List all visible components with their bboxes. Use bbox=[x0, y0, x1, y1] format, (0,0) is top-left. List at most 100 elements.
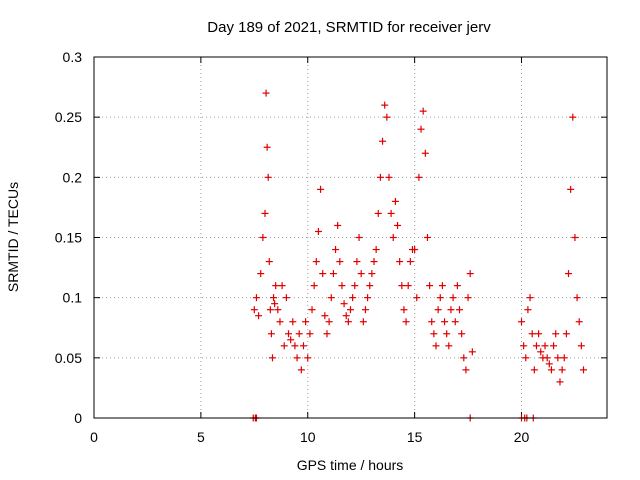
data-point bbox=[252, 294, 260, 302]
data-point bbox=[342, 312, 350, 320]
data-point bbox=[560, 354, 568, 362]
data-point bbox=[556, 378, 564, 386]
y-tick-label: 0.1 bbox=[63, 290, 83, 306]
data-point bbox=[453, 282, 461, 290]
data-point bbox=[291, 342, 299, 350]
data-point bbox=[370, 258, 378, 266]
data-point bbox=[325, 318, 333, 326]
y-tick-label: 0 bbox=[74, 410, 82, 426]
data-point bbox=[366, 282, 374, 290]
data-point bbox=[376, 173, 384, 181]
data-point bbox=[449, 294, 457, 302]
data-point bbox=[319, 270, 327, 278]
data-point bbox=[419, 107, 427, 115]
data-point bbox=[272, 282, 280, 290]
data-point bbox=[577, 342, 585, 350]
data-point bbox=[368, 270, 376, 278]
data-point bbox=[532, 342, 540, 350]
data-point bbox=[518, 318, 525, 326]
data-point bbox=[402, 318, 410, 326]
data-point bbox=[274, 306, 282, 314]
data-point bbox=[282, 294, 290, 302]
data-point bbox=[361, 306, 369, 314]
y-tick-label: 0.3 bbox=[63, 49, 83, 65]
data-point bbox=[308, 306, 316, 314]
data-point bbox=[441, 318, 449, 326]
data-point bbox=[565, 270, 573, 278]
data-point bbox=[293, 354, 301, 362]
data-point bbox=[385, 173, 393, 181]
data-point bbox=[396, 258, 404, 266]
data-point bbox=[530, 366, 538, 374]
data-point bbox=[280, 342, 288, 350]
data-point bbox=[265, 258, 273, 266]
data-point bbox=[321, 312, 329, 320]
data-point bbox=[464, 294, 472, 302]
data-point bbox=[528, 330, 536, 338]
data-point bbox=[351, 282, 359, 290]
data-point bbox=[372, 246, 380, 254]
data-point bbox=[394, 221, 402, 229]
data-point bbox=[314, 227, 322, 235]
data-point bbox=[266, 306, 274, 314]
data-point bbox=[285, 330, 293, 338]
data-point bbox=[417, 125, 425, 133]
x-tick-label: 20 bbox=[514, 429, 530, 445]
data-point bbox=[436, 294, 444, 302]
y-axis-label: SRMTID / TECUs bbox=[5, 182, 21, 292]
data-point bbox=[545, 360, 553, 368]
data-point bbox=[250, 306, 258, 314]
data-point bbox=[317, 185, 325, 193]
data-point bbox=[443, 330, 451, 338]
data-point bbox=[359, 318, 367, 326]
data-point bbox=[430, 330, 438, 338]
data-point bbox=[460, 354, 468, 362]
data-point bbox=[552, 330, 560, 338]
data-point bbox=[299, 342, 307, 350]
data-point bbox=[255, 312, 263, 320]
data-point bbox=[558, 366, 566, 374]
x-tick-label: 0 bbox=[90, 429, 98, 445]
data-point bbox=[304, 354, 312, 362]
data-point bbox=[432, 342, 440, 350]
data-point bbox=[327, 294, 335, 302]
data-point bbox=[310, 282, 318, 290]
data-point bbox=[550, 342, 558, 350]
data-point bbox=[257, 270, 265, 278]
data-point bbox=[413, 294, 421, 302]
data-point bbox=[543, 354, 551, 362]
data-point bbox=[466, 270, 474, 278]
data-point bbox=[389, 234, 397, 241]
x-axis-label: GPS time / hours bbox=[297, 457, 404, 473]
data-point bbox=[267, 330, 275, 338]
y-tick-label: 0.05 bbox=[55, 350, 82, 366]
data-point bbox=[406, 258, 414, 266]
x-tick-label: 10 bbox=[300, 429, 316, 445]
data-point bbox=[297, 366, 305, 374]
data-point bbox=[278, 282, 286, 290]
data-point bbox=[415, 173, 423, 181]
data-point bbox=[334, 221, 342, 229]
grid-lines bbox=[94, 57, 607, 418]
data-point bbox=[456, 306, 464, 314]
data-point bbox=[421, 149, 429, 157]
data-point bbox=[332, 246, 340, 254]
data-point bbox=[336, 258, 344, 266]
plot-frame bbox=[93, 56, 608, 419]
data-point bbox=[537, 348, 545, 356]
data-point bbox=[355, 234, 363, 241]
data-point bbox=[569, 113, 577, 121]
data-point bbox=[302, 318, 310, 326]
data-point bbox=[263, 143, 271, 151]
data-point bbox=[379, 137, 387, 145]
data-point bbox=[398, 282, 406, 290]
data-point bbox=[259, 234, 267, 241]
axis-ticks: 0 0.05 0.1 0.15 0.2 0.25 0.3 0 5 10 15 20 bbox=[55, 49, 607, 445]
data-point bbox=[261, 209, 269, 217]
y-tick-label: 0.25 bbox=[55, 109, 82, 125]
data-point bbox=[374, 209, 382, 217]
data-point bbox=[353, 258, 361, 266]
data-point bbox=[357, 270, 365, 278]
data-point bbox=[264, 173, 272, 181]
data-point bbox=[468, 348, 476, 356]
